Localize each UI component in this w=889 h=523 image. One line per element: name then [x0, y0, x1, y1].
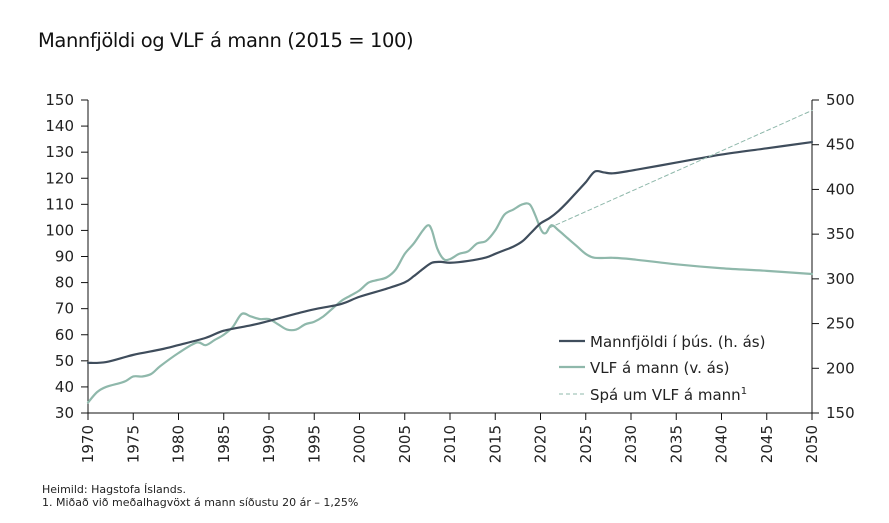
- axes: 30 40 50 60 70 80 90 100 110 120 130 140 150 150 200 25…: [45, 91, 854, 463]
- footnote-marker: 1: [741, 386, 747, 397]
- right-axis-tick-label: 350: [826, 225, 855, 243]
- left-axis-tick-label: 40: [55, 378, 74, 396]
- x-axis-tick-label: 2040: [713, 425, 731, 463]
- left-axis-tick-label: 90: [55, 248, 74, 266]
- left-axis-tick-label: 120: [45, 169, 74, 187]
- right-axis-tick-label: 500: [826, 91, 855, 109]
- series-line-population: [86, 140, 814, 365]
- x-axis-tick-label: 1980: [170, 425, 188, 463]
- legend: Mannfjöldi í þús. (h. ás) VLF á mann (v. …: [559, 333, 765, 404]
- x-axis-tick-label: 1970: [79, 425, 97, 463]
- left-axis-tick-label: 80: [55, 274, 74, 292]
- right-axis-tick-label: 400: [826, 180, 855, 198]
- left-axis-tick-label: 110: [45, 195, 74, 213]
- left-axis-tick-label: 70: [55, 300, 74, 318]
- x-axis-tick-label: 1975: [124, 425, 142, 463]
- left-axis-tick-label: 30: [55, 404, 74, 422]
- series-line-forecast: [549, 109, 813, 229]
- chart-title: Mannfjöldi og VLF á mann (2015 = 100): [38, 29, 414, 52]
- series-group: [86, 109, 814, 404]
- x-axis-tick-label: 2010: [441, 425, 459, 463]
- series-line-gdp: [86, 202, 814, 404]
- x-axis-tick-label: 1985: [215, 425, 233, 463]
- x-axis-tick-label: 2035: [667, 425, 685, 463]
- legend-label-population: Mannfjöldi í þús. (h. ás): [590, 333, 765, 351]
- source-note: Heimild: Hagstofa Íslands.: [42, 483, 186, 496]
- left-axis-tick-label: 150: [45, 91, 74, 109]
- x-axis-tick-label: 2000: [351, 425, 369, 463]
- left-axis-tick-label: 60: [55, 326, 74, 344]
- right-axis-tick-label: 300: [826, 270, 855, 288]
- legend-label-gdp: VLF á mann (v. ás): [590, 359, 730, 377]
- left-axis-tick-label: 50: [55, 352, 74, 370]
- x-axis-tick-label: 2045: [758, 425, 776, 463]
- footnote-1: 1. Miðað við meðalhagvöxt á mann síðustu…: [42, 496, 359, 509]
- x-axis-tick-label: 2005: [396, 425, 414, 463]
- x-axis-tick-label: 2050: [803, 425, 821, 463]
- left-axis-tick-label: 100: [45, 221, 74, 239]
- x-axis-tick-label: 2025: [577, 425, 595, 463]
- left-axis-tick-label: 130: [45, 143, 74, 161]
- right-axis-tick-label: 450: [826, 136, 855, 154]
- right-axis-tick-label: 150: [826, 404, 855, 422]
- left-axis-tick-label: 140: [45, 117, 74, 135]
- right-axis-tick-label: 200: [826, 359, 855, 377]
- x-axis-tick-label: 2020: [532, 425, 550, 463]
- legend-label-forecast: Spá um VLF á mann1: [590, 386, 747, 404]
- x-axis-tick-label: 2030: [622, 425, 640, 463]
- x-axis-tick-label: 2015: [486, 425, 504, 463]
- x-axis-tick-label: 1995: [305, 425, 323, 463]
- x-axis-tick-label: 1990: [260, 425, 278, 463]
- right-axis-tick-label: 250: [826, 315, 855, 333]
